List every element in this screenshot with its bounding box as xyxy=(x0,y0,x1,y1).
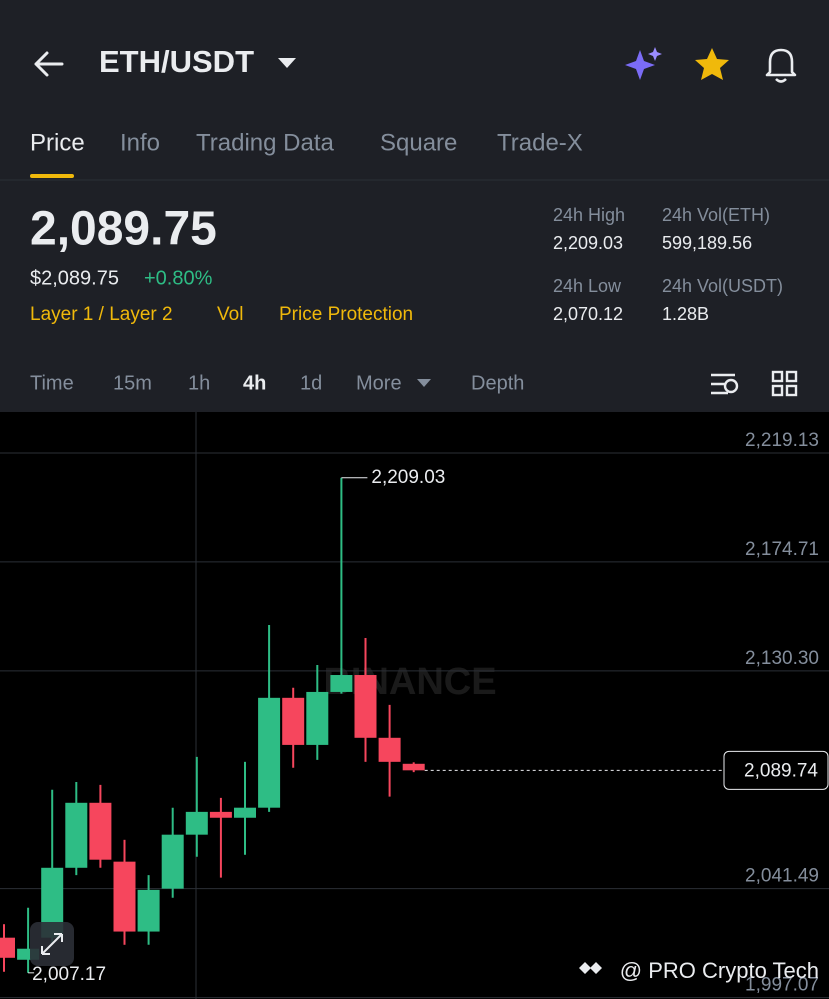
usd-price: $2,089.75 xyxy=(30,267,119,289)
candle-body xyxy=(258,697,281,808)
ai-icon xyxy=(625,50,655,80)
ai-icon xyxy=(648,47,662,61)
candle-body xyxy=(17,948,40,960)
tab[interactable]: Square xyxy=(380,129,457,156)
stat-label: 24h High xyxy=(553,205,625,225)
candle-body xyxy=(137,889,160,932)
credit: @ PRO Crypto Tech xyxy=(620,958,819,983)
indicator-icon xyxy=(723,378,739,394)
y-tick-label: 2,219.13 xyxy=(745,430,819,451)
layout-icon xyxy=(785,384,798,397)
last-price-label: 2,089.74 xyxy=(744,760,818,781)
low-marker-label: 2,007.17 xyxy=(32,964,106,985)
candle-body xyxy=(234,807,256,818)
stat-value: 599,189.56 xyxy=(662,233,752,253)
stat-value: 1.28B xyxy=(662,304,709,324)
plot: BINANCE2,219.132,174.712,130.302,041.491… xyxy=(0,430,829,999)
y-tick-label: 1,997.07 xyxy=(745,975,819,996)
tag[interactable]: Price Protection xyxy=(279,304,413,325)
interval[interactable]: 1d xyxy=(300,372,322,394)
fullscreen-icon xyxy=(41,933,63,955)
interval[interactable]: 1h xyxy=(188,372,210,394)
tab[interactable]: Price xyxy=(30,129,85,156)
candle-body xyxy=(306,691,329,745)
back-button[interactable] xyxy=(34,51,64,77)
stat-value: 2,070.12 xyxy=(553,304,623,324)
candle-body xyxy=(41,867,64,938)
candle-body xyxy=(185,811,208,835)
high-marker-label: 2,209.03 xyxy=(371,467,445,488)
candle-body xyxy=(209,811,232,818)
header-bg xyxy=(0,0,829,412)
ai-button[interactable] xyxy=(625,47,662,80)
stat-label: 24h Vol(USDT) xyxy=(662,276,783,296)
layout-icon xyxy=(771,384,784,397)
tab[interactable]: Trading Data xyxy=(196,129,335,156)
more-dropdown[interactable] xyxy=(417,379,431,387)
tag[interactable]: Layer 1 / Layer 2 xyxy=(30,304,173,325)
interval[interactable]: 4h xyxy=(243,372,266,394)
price-change: +0.80% xyxy=(144,267,213,289)
indicator-button[interactable] xyxy=(711,373,735,395)
layout-button[interactable] xyxy=(771,370,798,397)
candle-body xyxy=(161,834,184,889)
pair-dropdown[interactable] xyxy=(278,58,296,68)
tab[interactable]: Info xyxy=(120,129,160,156)
stat-label: 24h Vol(ETH) xyxy=(662,205,770,225)
layout-icon xyxy=(771,370,784,383)
candle-body xyxy=(354,675,377,738)
pair-title[interactable]: ETH/USDT xyxy=(99,44,254,79)
candle-body xyxy=(330,675,353,692)
candle-body xyxy=(378,737,401,762)
interval[interactable]: 15m xyxy=(113,372,152,394)
y-tick-label: 2,041.49 xyxy=(745,866,819,887)
candle-body xyxy=(0,937,15,958)
interval[interactable]: Depth xyxy=(471,372,524,394)
tag[interactable]: Vol xyxy=(217,304,243,325)
candle-body xyxy=(89,802,112,860)
candle-body xyxy=(402,763,425,771)
candle-body xyxy=(113,861,136,932)
favorite-star[interactable] xyxy=(695,48,729,80)
tab[interactable]: Trade-X xyxy=(497,129,583,156)
y-tick-label: 2,130.30 xyxy=(745,648,819,669)
last-price: 2,089.75 xyxy=(30,203,217,256)
alert-bell[interactable] xyxy=(765,48,797,83)
candle-body xyxy=(282,697,305,745)
y-tick-label: 2,174.71 xyxy=(745,539,819,560)
last-price-box xyxy=(723,750,829,790)
candle-body xyxy=(65,802,88,868)
active-tab-indicator xyxy=(30,174,74,178)
interval[interactable]: More xyxy=(356,372,402,394)
credit-logo xyxy=(579,962,602,974)
layout-icon xyxy=(785,370,798,383)
interval[interactable]: Time xyxy=(30,372,74,394)
stat-label: 24h Low xyxy=(553,276,622,296)
stat-value: 2,209.03 xyxy=(553,233,623,253)
